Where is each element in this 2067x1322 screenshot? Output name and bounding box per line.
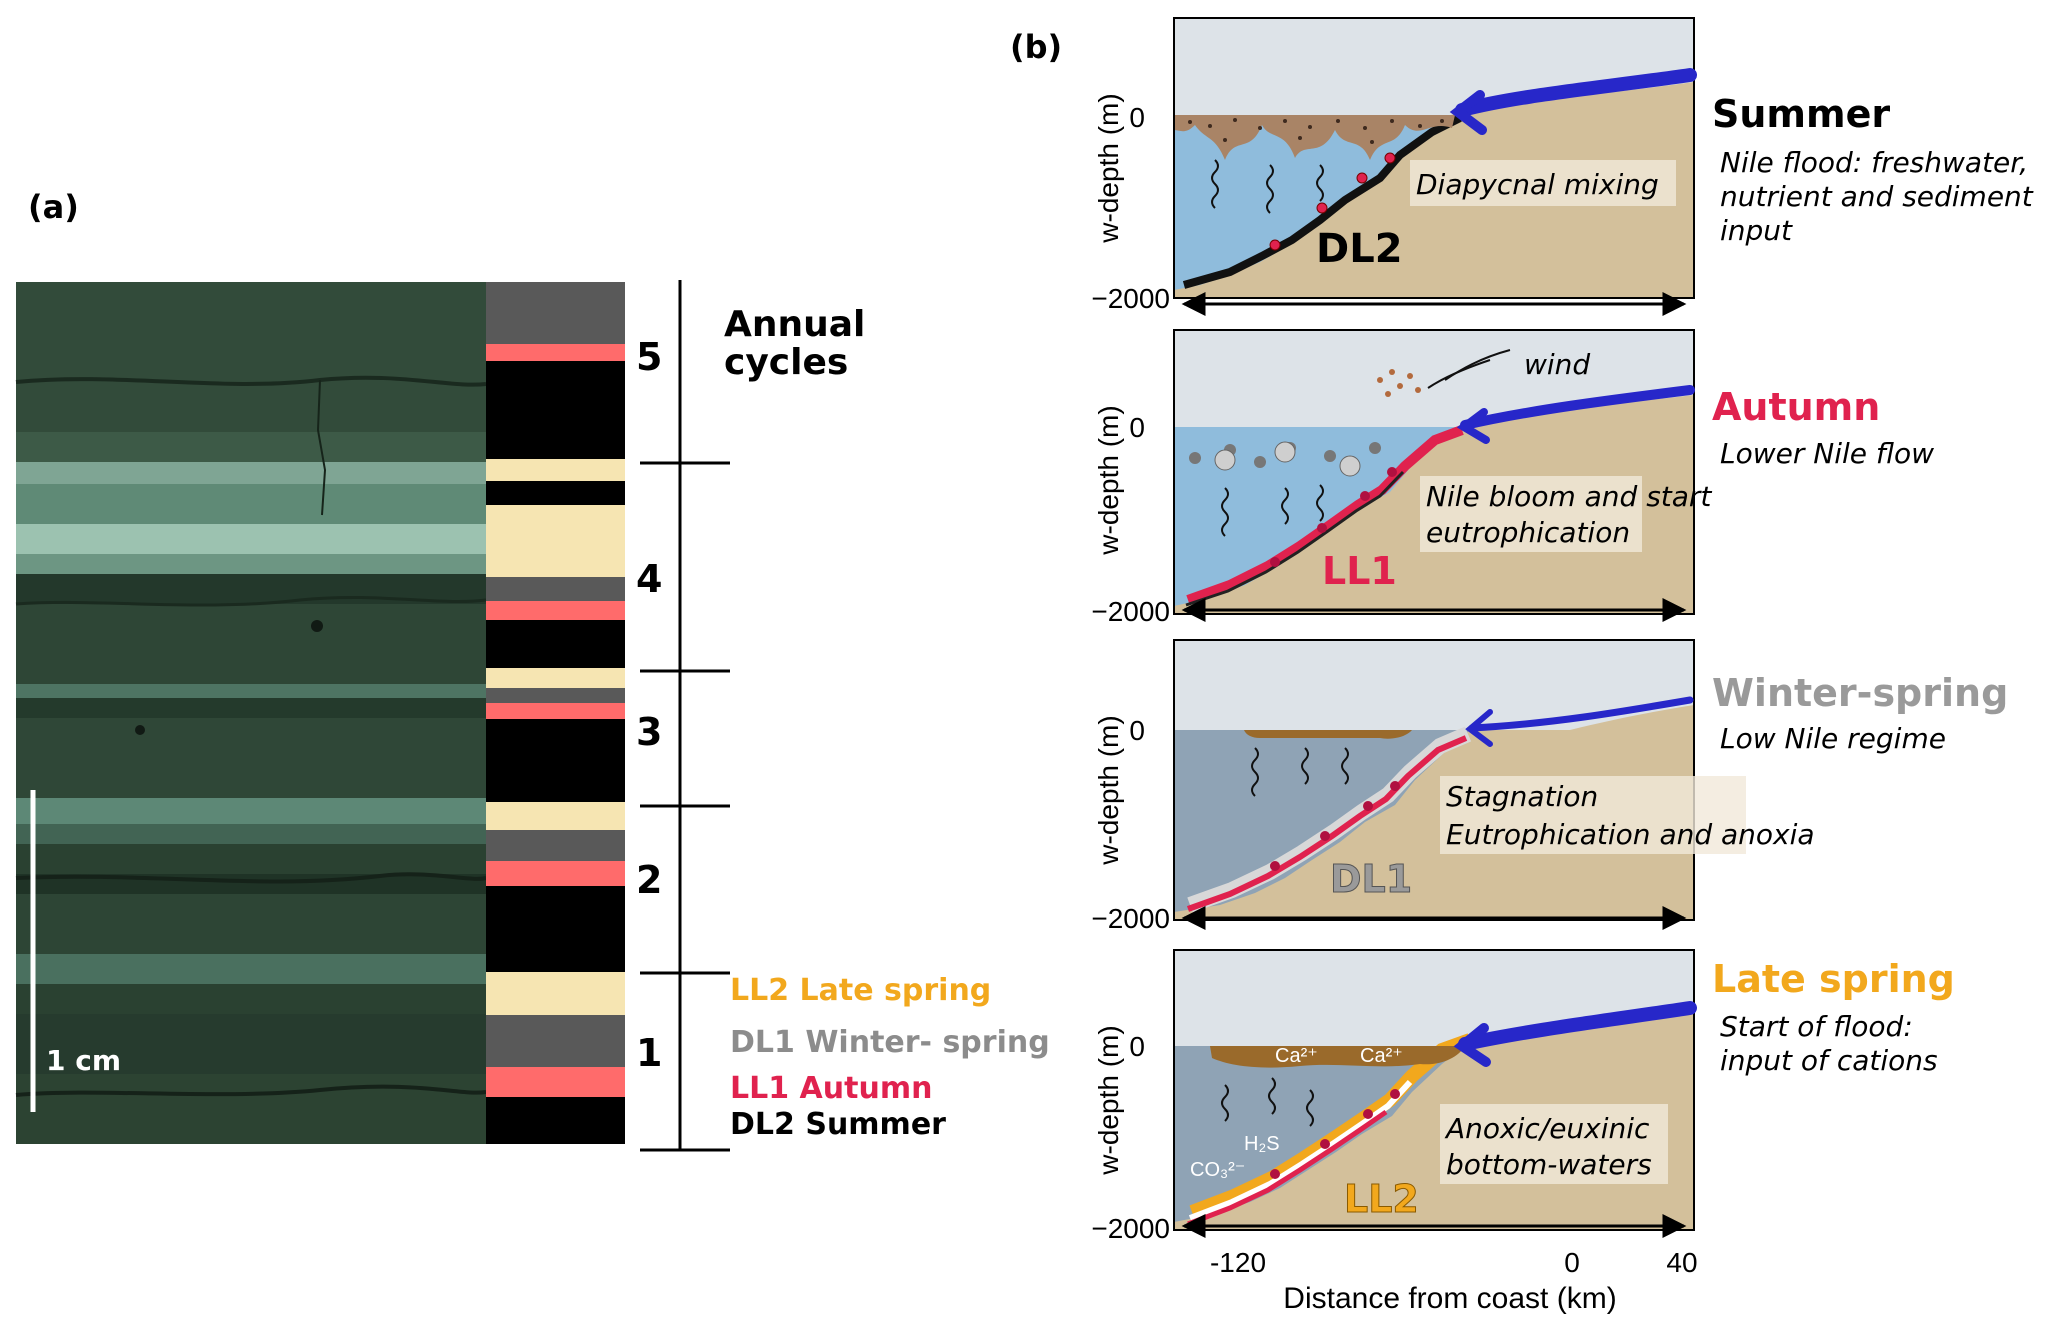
summer-layer-label: DL2 xyxy=(1316,226,1403,272)
summer-desc-1: Nile flood: freshwater, xyxy=(1720,146,2028,179)
late-spring-panel: Ca²⁺ Ca²⁺ H₂S CO₃²⁻ Anoxic/euxinic botto… xyxy=(1173,949,1697,1238)
ll1-layer-cycle2 xyxy=(486,861,625,886)
dl1-layer-cycle2 xyxy=(486,830,625,861)
late-ytick-top: 0 xyxy=(1129,1031,1145,1062)
summer-ytick-bottom: −2000 xyxy=(1091,283,1170,314)
summer-process: Diapycnal mixing xyxy=(1416,168,1659,201)
summer-ylabel: w-depth (m) xyxy=(1093,93,1124,243)
ll2-layer-cycle4a xyxy=(486,459,625,481)
ll1-layer-cycle1 xyxy=(486,1067,625,1097)
autumn-desc-1: Lower Nile flow xyxy=(1720,437,1934,470)
late-process-2: bottom-waters xyxy=(1446,1148,1652,1181)
lithology-column xyxy=(486,282,625,1144)
winter-process-1: Stagnation xyxy=(1446,780,1598,813)
late-ylabel: w-depth (m) xyxy=(1093,1025,1124,1175)
xtick-0: 0 xyxy=(1564,1247,1580,1278)
summer-desc-2: nutrient and sediment xyxy=(1720,180,2034,213)
winter-desc-1: Low Nile regime xyxy=(1720,722,1946,755)
autumn-ytick-bottom: −2000 xyxy=(1091,596,1170,627)
co3-label: CO₃²⁻ xyxy=(1190,1159,1245,1181)
autumn-title: Autumn xyxy=(1712,385,1880,429)
core-photo xyxy=(15,282,487,1144)
summer-desc-3: input xyxy=(1720,214,1793,247)
winter-process-2: Eutrophication and anoxia xyxy=(1446,818,1815,851)
autumn-panel: wind Nile bloom and start eutrophication… xyxy=(1173,329,1712,622)
cycles-title-line1: Annual xyxy=(724,304,865,345)
autumn-layer-label: LL1 xyxy=(1322,549,1397,593)
cycle-number-5: 5 xyxy=(636,335,662,379)
late-process-1: Anoxic/euxinic xyxy=(1444,1112,1650,1145)
late-ytick-bottom: −2000 xyxy=(1091,1213,1170,1244)
xtick-minus-120: -120 xyxy=(1210,1247,1266,1278)
xtick-40: 40 xyxy=(1666,1247,1697,1278)
h2s-label: H₂S xyxy=(1244,1133,1280,1155)
autumn-ylabel: w-depth (m) xyxy=(1093,405,1124,555)
ll2-layer-cycle3 xyxy=(486,668,625,688)
ll2-layer-cycle2 xyxy=(486,802,625,830)
legend-ll1: LL1 Autumn xyxy=(730,1071,932,1106)
cycles-title-line2: cycles xyxy=(724,342,848,383)
autumn-process-1: Nile bloom and start xyxy=(1426,480,1712,513)
ll1-layer-cycle3 xyxy=(486,703,625,719)
winter-spring-panel: Stagnation Eutrophication and anoxia DL1 xyxy=(1173,639,1815,930)
legend-dl2: DL2 Summer xyxy=(730,1107,946,1142)
dl1-layer-cycle3 xyxy=(486,688,625,703)
panel-a-label: (a) xyxy=(28,188,79,226)
late-desc-2: input of cations xyxy=(1720,1044,1938,1077)
summer-title: Summer xyxy=(1712,92,1890,136)
xlabel: Distance from coast (km) xyxy=(1283,1282,1616,1315)
dl1-layer-cycle5 xyxy=(486,282,625,344)
winter-ytick-top: 0 xyxy=(1129,715,1145,746)
autumn-process-2: eutrophication xyxy=(1426,516,1630,549)
winter-ytick-bottom: −2000 xyxy=(1091,903,1170,934)
cycle-number-1: 1 xyxy=(636,1031,662,1075)
late-layer-label: LL2 xyxy=(1344,1177,1419,1221)
summer-ytick-top: 0 xyxy=(1129,102,1145,133)
dl1-layer-cycle1 xyxy=(486,1015,625,1067)
winter-title: Winter-spring xyxy=(1712,671,2008,715)
late-desc-1: Start of flood: xyxy=(1720,1010,1913,1043)
winter-layer-label: DL1 xyxy=(1330,857,1412,901)
panel-b-label: (b) xyxy=(1010,28,1062,66)
cycle-number-3: 3 xyxy=(636,710,662,754)
cycle-number-2: 2 xyxy=(636,858,662,902)
dl1-layer-cycle4 xyxy=(486,577,625,601)
ll1-layer-cycle5 xyxy=(486,344,625,361)
winter-ylabel: w-depth (m) xyxy=(1093,715,1124,865)
cycle-scale xyxy=(640,280,730,1152)
scale-bar-label: 1 cm xyxy=(46,1044,121,1077)
autumn-wind-label: wind xyxy=(1524,348,1590,381)
ll1-layer-cycle4 xyxy=(486,601,625,620)
autumn-ytick-top: 0 xyxy=(1129,412,1145,443)
legend-dl1: DL1 Winter- spring xyxy=(730,1025,1050,1060)
cation-label-1: Ca²⁺ xyxy=(1275,1045,1318,1067)
legend-ll2: LL2 Late spring xyxy=(730,973,991,1008)
ll2-layer-cycle1 xyxy=(486,972,625,1015)
summer-panel: Diapycnal mixing DL2 xyxy=(1173,17,1697,316)
ll2-layer-cycle4b xyxy=(486,505,625,577)
cation-label-2: Ca²⁺ xyxy=(1360,1045,1403,1067)
cycle-number-4: 4 xyxy=(636,557,662,601)
late-title: Late spring xyxy=(1712,957,1955,1001)
